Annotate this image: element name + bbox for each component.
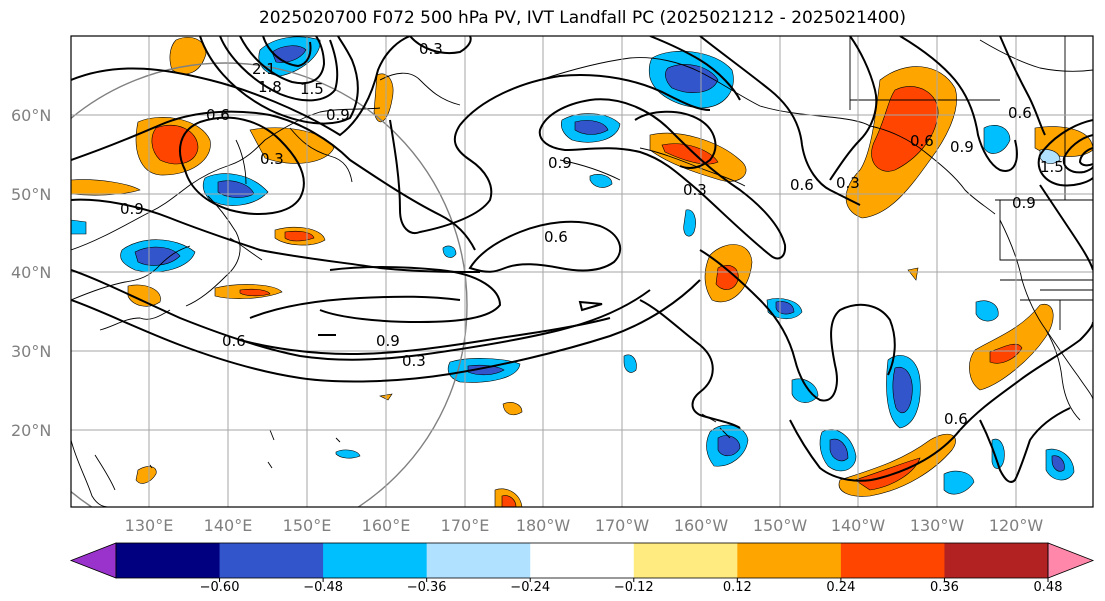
colorbar (69, 542, 1095, 579)
colorbar-tick-label: −0.24 (510, 580, 550, 595)
lon-label: 120°W (989, 516, 1044, 535)
lat-label: 60°N (11, 106, 51, 125)
lon-label: 170°E (441, 516, 490, 535)
graticule (71, 36, 1093, 507)
lon-label: 160°W (674, 516, 729, 535)
colorbar-tick-label: 0.12 (723, 580, 752, 595)
colorbar-tick-label: 0.36 (930, 580, 959, 595)
contour-label: 0.9 (326, 106, 350, 124)
colorbar-tick-label: 0.48 (1034, 580, 1063, 595)
colorbar-tick-label: −0.36 (407, 580, 447, 595)
colorbar-extend-high (1047, 542, 1095, 579)
contour-label: 0.9 (950, 138, 974, 156)
colorbar-segment (633, 543, 738, 578)
contour-label: 0.9 (120, 200, 144, 218)
colorbar-tick-label: −0.12 (614, 580, 654, 595)
contour-label: 0.6 (206, 106, 230, 124)
contour-label: 0.9 (376, 332, 400, 350)
colorbar-tick-label: −0.48 (303, 580, 343, 595)
colorbar-tick-label: −0.60 (200, 580, 240, 595)
lon-label: 180°W (516, 516, 571, 535)
contour-label: 0.3 (419, 40, 443, 58)
lat-label: 20°N (11, 421, 51, 440)
contour-label: 1.5 (300, 80, 324, 98)
coastlines (71, 36, 1093, 507)
pv-negative-shading (71, 36, 1075, 495)
contour-label: 1.8 (258, 78, 282, 96)
contour-label: 0.6 (910, 132, 934, 150)
distance-circle (71, 62, 468, 507)
contour-label: 2.1 (252, 60, 276, 78)
lon-label: 130°E (125, 516, 174, 535)
contour-label: 0.3 (402, 352, 426, 370)
colorbar-segment (737, 543, 842, 578)
colorbar-segment (116, 543, 221, 578)
map-border (70, 35, 1094, 508)
lon-label: 150°W (753, 516, 808, 535)
contour-label: 0.6 (944, 410, 968, 428)
colorbar-tick-labels: −0.60 −0.48 −0.36 −0.24 −0.12 0.12 0.24 0.36 0.4… (200, 578, 1063, 595)
contour-labels: 0.3 2.1 1.8 1.5 0.9 0.6 0.3 0.9 0.9 0.6 … (120, 40, 1064, 428)
longitude-labels: 130°E 140°E 150°E 160°E 170°E 180°W 170°… (125, 516, 1044, 535)
latitude-labels: 60°N 50°N 40°N 30°N 20°N (11, 106, 51, 440)
lat-label: 50°N (11, 185, 51, 204)
lon-label: 140°W (831, 516, 886, 535)
lat-label: 40°N (11, 263, 51, 282)
lon-label: 150°E (283, 516, 332, 535)
colorbar-segment (530, 543, 635, 578)
contour-label: 1.5 (1040, 158, 1064, 176)
map-area: 0.3 2.1 1.8 1.5 0.9 0.6 0.3 0.9 0.9 0.6 … (71, 36, 1093, 507)
lon-label: 170°W (595, 516, 650, 535)
pv-positive-shading (71, 37, 1093, 507)
lon-label: 160°E (362, 516, 411, 535)
colorbar-tick-label: 0.24 (826, 580, 855, 595)
colorbar-segment (323, 543, 428, 578)
lat-label: 30°N (11, 342, 51, 361)
contour-label: 0.6 (790, 176, 814, 194)
colorbar-extend-low (69, 542, 117, 579)
map-title: 2025020700 F072 500 hPa PV, IVT Landfall… (258, 8, 906, 28)
lon-label: 140°E (204, 516, 253, 535)
lon-label: 130°W (910, 516, 965, 535)
colorbar-segment (840, 543, 945, 578)
contour-label: 0.9 (1012, 194, 1036, 212)
contour-label: 0.3 (260, 150, 284, 168)
contour-label: 0.6 (544, 228, 568, 246)
pv-contours (71, 36, 1093, 483)
colorbar-segment (944, 543, 1049, 578)
colorbar-outline (115, 542, 1049, 579)
contour-label: 0.9 (548, 154, 572, 172)
contour-label: 0.6 (1008, 104, 1032, 122)
contour-label: 0.6 (222, 332, 246, 350)
contour-label: 0.3 (683, 181, 707, 199)
contour-label: 0.3 (836, 174, 860, 192)
colorbar-segment (219, 543, 324, 578)
colorbar-segment (426, 543, 531, 578)
